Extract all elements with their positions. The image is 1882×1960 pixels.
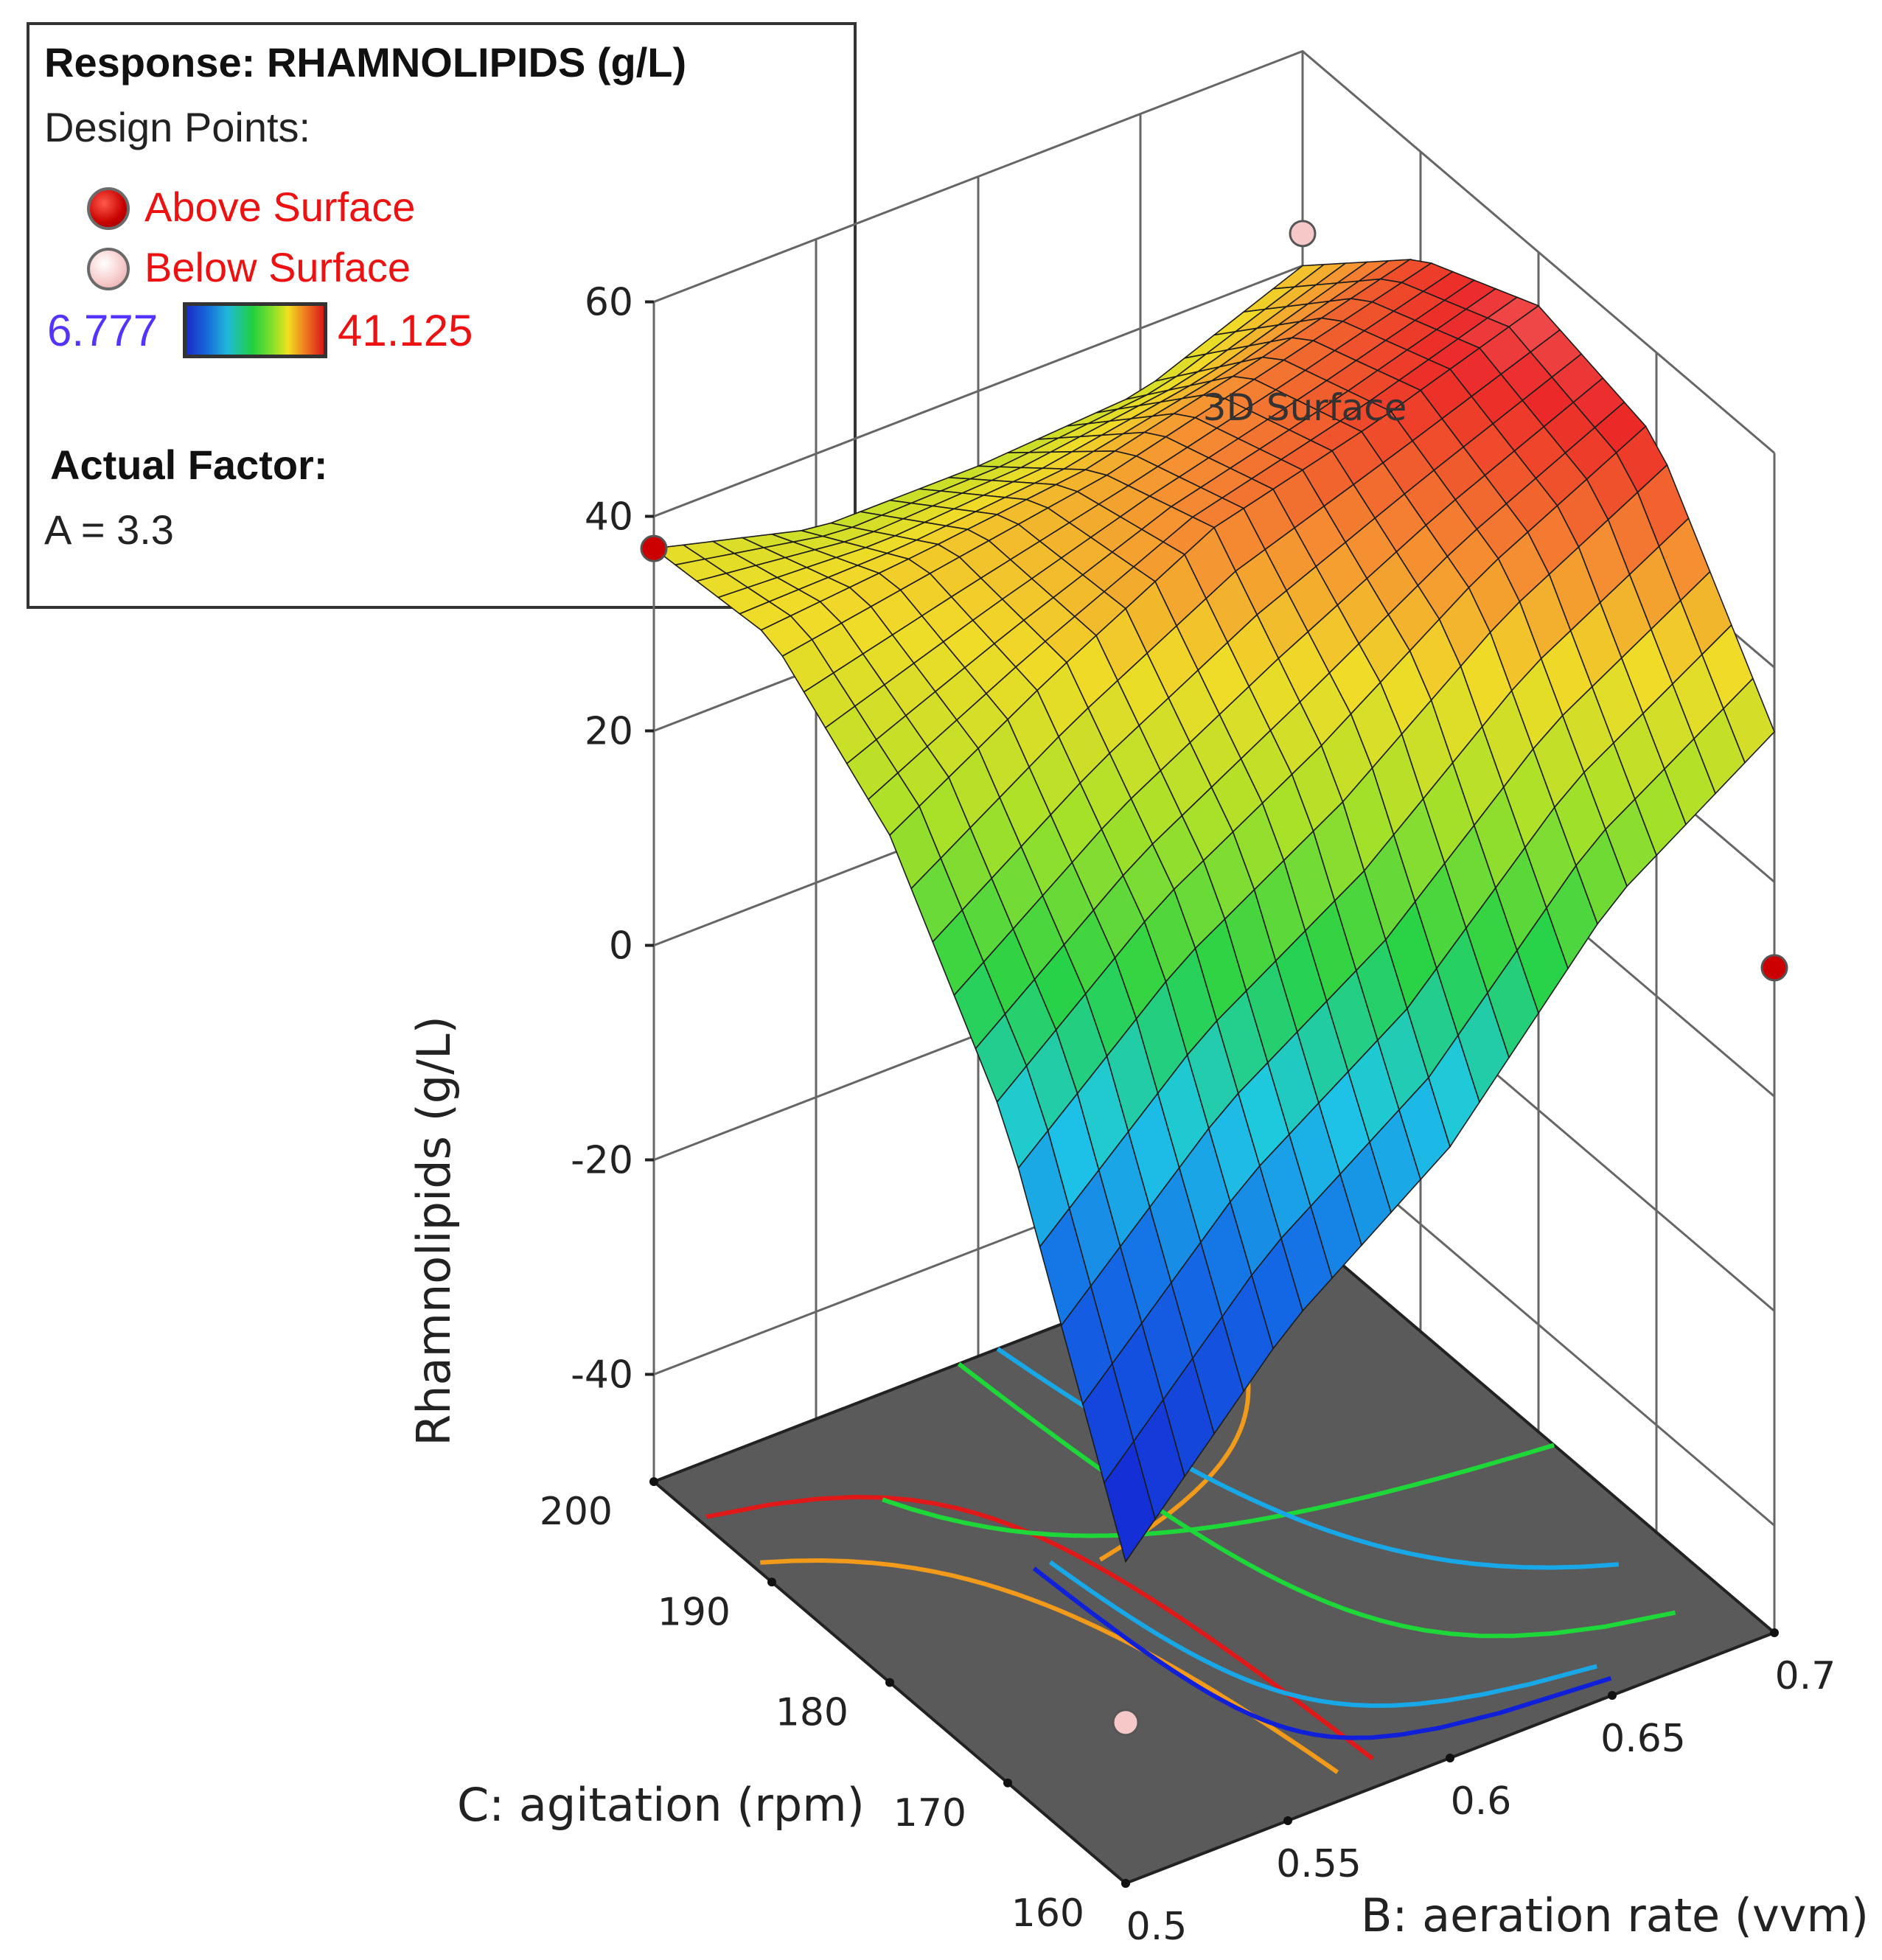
legend-box (27, 22, 857, 609)
contour-line (1048, 1560, 1597, 1709)
contour-line (760, 1558, 1339, 1774)
z-tick-label: 0 (609, 924, 633, 969)
chart-title: 3D Surface (1203, 386, 1407, 429)
z-tick-label: -40 (571, 1353, 633, 1398)
axes: -40 -20 0 20 40 60 0.5 0.55 0.6 0.65 0.7 160 170 180 1… (540, 281, 1836, 1950)
response-surface (652, 259, 1775, 1563)
x-tick (1446, 1754, 1454, 1762)
design-point-below (1112, 1709, 1140, 1737)
actual-factor-value: A = 3.3 (44, 506, 174, 553)
contour-line (882, 1443, 1555, 1538)
below-surface-marker-icon (87, 248, 130, 290)
design-point-below (1289, 220, 1317, 248)
y-tick (1003, 1778, 1012, 1788)
design-points-label: Design Points: (44, 104, 311, 150)
below-surface-label: Below Surface (144, 244, 411, 290)
z-tick-label: 20 (585, 710, 633, 754)
y-tick-label: 180 (776, 1691, 848, 1735)
z-tick-label: 60 (585, 281, 633, 325)
design-points (640, 220, 1788, 1737)
x-tick-label: 0.65 (1600, 1717, 1686, 1761)
actual-factor-title: Actual Factor: (50, 442, 328, 488)
y-tick (649, 1477, 658, 1486)
x-tick-label: 0.6 (1451, 1779, 1512, 1824)
x-tick-label: 0.55 (1276, 1842, 1362, 1886)
design-point-above (1760, 954, 1788, 982)
y-tick-label: 160 (1011, 1891, 1084, 1936)
contour-line (996, 1347, 1619, 1570)
x-tick (1770, 1628, 1779, 1637)
y-tick-label: 200 (540, 1490, 613, 1534)
contour-line (957, 1361, 1676, 1639)
z-tick-label: 40 (585, 495, 633, 540)
color-scale-bar (183, 302, 327, 358)
z-axis-label: Rhamnolipids (g/L) (407, 1016, 461, 1446)
x-tick-label: 0.5 (1126, 1905, 1188, 1949)
y-tick-label: 190 (658, 1590, 731, 1634)
y-tick (885, 1678, 894, 1687)
surface-cell (1104, 1440, 1156, 1563)
x-axis-label: B: aeration rate (vvm) (1361, 1888, 1869, 1942)
contour-line (1032, 1566, 1612, 1740)
legend-title: Response: RHAMNOLIPIDS (g/L) (44, 39, 687, 86)
y-tick (1121, 1879, 1130, 1888)
y-tick-label: 170 (893, 1791, 966, 1835)
color-scale-min: 6.777 (47, 306, 158, 355)
z-tick-label: -20 (571, 1139, 633, 1183)
y-tick (767, 1577, 776, 1587)
x-tick (1608, 1691, 1617, 1700)
design-point-above (640, 534, 668, 562)
color-scale-max: 41.125 (338, 306, 473, 355)
y-axis-label: C: agitation (rpm) (457, 1778, 865, 1832)
above-surface-marker-icon (87, 187, 130, 230)
contour-line (705, 1494, 1374, 1761)
x-tick-label: 0.7 (1775, 1654, 1836, 1698)
above-surface-label: Above Surface (144, 184, 416, 230)
x-tick (1283, 1816, 1292, 1825)
